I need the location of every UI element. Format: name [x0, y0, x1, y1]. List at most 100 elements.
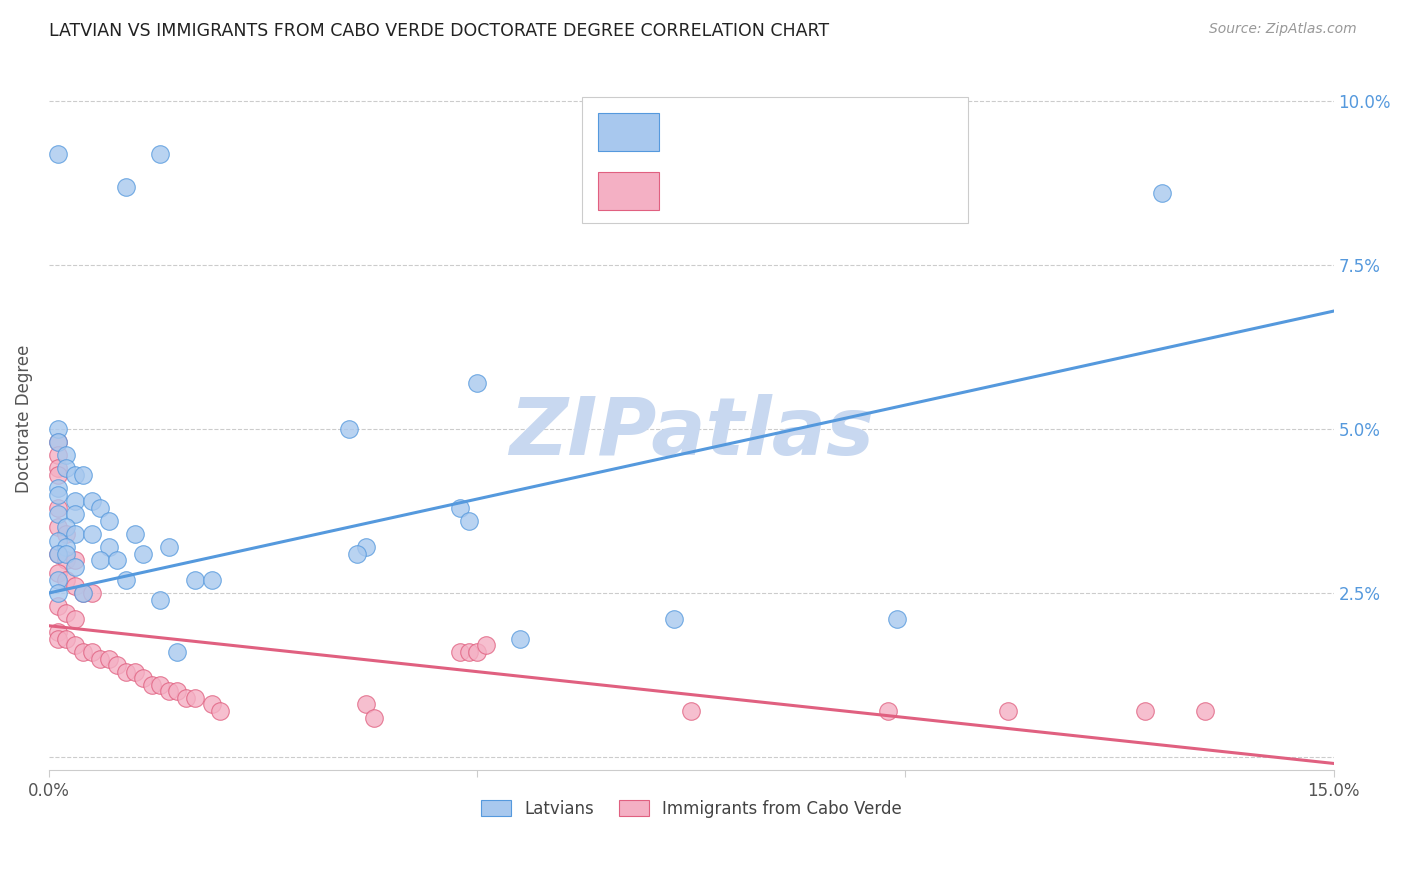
- Point: [97, 540, 120, 554]
- Point: [55, 540, 77, 554]
- Point: [55, 461, 77, 475]
- Point: [55, 527, 77, 541]
- Point: [107, 658, 129, 673]
- Point: [46, 566, 69, 581]
- Point: [46, 481, 69, 495]
- Point: [46, 573, 69, 587]
- Point: [46, 520, 69, 534]
- Point: [457, 514, 479, 528]
- Point: [63, 639, 86, 653]
- Point: [132, 671, 155, 685]
- Point: [337, 422, 360, 436]
- Point: [107, 553, 129, 567]
- Point: [63, 579, 86, 593]
- Point: [997, 704, 1019, 718]
- Point: [80, 494, 103, 508]
- Point: [46, 547, 69, 561]
- Point: [115, 573, 138, 587]
- Point: [363, 710, 385, 724]
- Point: [877, 704, 900, 718]
- Point: [886, 612, 908, 626]
- Point: [55, 573, 77, 587]
- Point: [80, 527, 103, 541]
- Point: [63, 494, 86, 508]
- Point: [157, 684, 180, 698]
- Point: [149, 678, 172, 692]
- Point: [124, 665, 146, 679]
- Point: [115, 179, 138, 194]
- Point: [474, 639, 496, 653]
- Point: [89, 553, 111, 567]
- Point: [457, 645, 479, 659]
- Point: [124, 527, 146, 541]
- Point: [46, 586, 69, 600]
- Point: [89, 651, 111, 665]
- Point: [46, 599, 69, 613]
- Point: [46, 435, 69, 450]
- Point: [55, 606, 77, 620]
- Point: [55, 632, 77, 646]
- Point: [72, 467, 94, 482]
- Point: [201, 698, 224, 712]
- Point: [1194, 704, 1216, 718]
- Point: [46, 508, 69, 522]
- Point: [174, 690, 197, 705]
- Point: [72, 586, 94, 600]
- Text: LATVIAN VS IMMIGRANTS FROM CABO VERDE DOCTORATE DEGREE CORRELATION CHART: LATVIAN VS IMMIGRANTS FROM CABO VERDE DO…: [49, 22, 830, 40]
- Text: ZIPatlas: ZIPatlas: [509, 394, 873, 472]
- Point: [465, 645, 488, 659]
- Point: [46, 467, 69, 482]
- Point: [132, 547, 155, 561]
- Point: [72, 645, 94, 659]
- Legend: Latvians, Immigrants from Cabo Verde: Latvians, Immigrants from Cabo Verde: [474, 794, 908, 825]
- Point: [80, 645, 103, 659]
- Point: [115, 665, 138, 679]
- Point: [63, 527, 86, 541]
- Point: [46, 422, 69, 436]
- Point: [63, 612, 86, 626]
- Point: [55, 553, 77, 567]
- Point: [509, 632, 531, 646]
- Point: [55, 520, 77, 534]
- Point: [46, 625, 69, 640]
- Point: [46, 448, 69, 462]
- Point: [449, 645, 471, 659]
- Point: [55, 448, 77, 462]
- Point: [46, 500, 69, 515]
- Point: [201, 573, 224, 587]
- Point: [166, 645, 188, 659]
- Point: [46, 146, 69, 161]
- Point: [662, 612, 685, 626]
- Point: [209, 704, 232, 718]
- Point: [63, 467, 86, 482]
- Point: [354, 698, 377, 712]
- Point: [46, 533, 69, 548]
- Point: [63, 553, 86, 567]
- Point: [46, 461, 69, 475]
- Point: [157, 540, 180, 554]
- Point: [46, 632, 69, 646]
- Point: [89, 500, 111, 515]
- Text: Source: ZipAtlas.com: Source: ZipAtlas.com: [1209, 22, 1357, 37]
- Point: [46, 488, 69, 502]
- Point: [449, 500, 471, 515]
- Point: [354, 540, 377, 554]
- Point: [183, 573, 205, 587]
- Point: [149, 146, 172, 161]
- Point: [97, 514, 120, 528]
- Point: [46, 435, 69, 450]
- Point: [1135, 704, 1157, 718]
- Point: [1152, 186, 1174, 200]
- Point: [46, 547, 69, 561]
- Y-axis label: Doctorate Degree: Doctorate Degree: [15, 345, 32, 493]
- Point: [63, 559, 86, 574]
- Point: [166, 684, 188, 698]
- Point: [149, 592, 172, 607]
- Point: [80, 586, 103, 600]
- Point: [97, 651, 120, 665]
- Point: [465, 376, 488, 391]
- Point: [346, 547, 368, 561]
- Point: [141, 678, 163, 692]
- Point: [681, 704, 703, 718]
- Point: [72, 586, 94, 600]
